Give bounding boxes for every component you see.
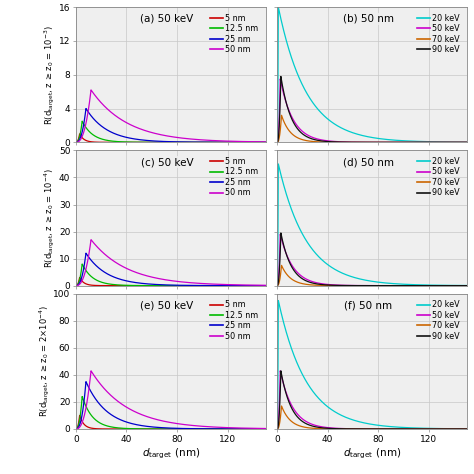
Text: (b) 50 nm: (b) 50 nm <box>343 14 394 24</box>
Legend: 20 keV, 50 keV, 70 keV, 90 keV: 20 keV, 50 keV, 70 keV, 90 keV <box>416 12 461 55</box>
Y-axis label: R(d$_{\rm target}$, z ≥ z$_0$ = 2×10$^{-4}$): R(d$_{\rm target}$, z ≥ z$_0$ = 2×10$^{-… <box>37 305 52 418</box>
X-axis label: $d_{\rm target}$ (nm): $d_{\rm target}$ (nm) <box>343 447 401 461</box>
Text: (d) 50 nm: (d) 50 nm <box>343 157 394 167</box>
Text: (a) 50 keV: (a) 50 keV <box>140 14 193 24</box>
Text: (e) 50 keV: (e) 50 keV <box>140 301 193 310</box>
Y-axis label: R(d$_{\rm target}$, z ≥ z$_0$ = 10$^{-3}$): R(d$_{\rm target}$, z ≥ z$_0$ = 10$^{-3}… <box>43 25 57 125</box>
Legend: 5 nm, 12.5 nm, 25 nm, 50 nm: 5 nm, 12.5 nm, 25 nm, 50 nm <box>209 156 260 199</box>
Text: (c) 50 keV: (c) 50 keV <box>141 157 193 167</box>
Text: (f) 50 nm: (f) 50 nm <box>344 301 392 310</box>
Y-axis label: R(d$_{\rm target}$, z ≥ z$_0$ = 10$^{-4}$): R(d$_{\rm target}$, z ≥ z$_0$ = 10$^{-4}… <box>43 168 57 268</box>
Legend: 20 keV, 50 keV, 70 keV, 90 keV: 20 keV, 50 keV, 70 keV, 90 keV <box>416 156 461 199</box>
Legend: 20 keV, 50 keV, 70 keV, 90 keV: 20 keV, 50 keV, 70 keV, 90 keV <box>416 299 461 342</box>
Legend: 5 nm, 12.5 nm, 25 nm, 50 nm: 5 nm, 12.5 nm, 25 nm, 50 nm <box>209 12 260 55</box>
Legend: 5 nm, 12.5 nm, 25 nm, 50 nm: 5 nm, 12.5 nm, 25 nm, 50 nm <box>209 299 260 342</box>
X-axis label: $d_{\rm target}$ (nm): $d_{\rm target}$ (nm) <box>142 447 200 461</box>
